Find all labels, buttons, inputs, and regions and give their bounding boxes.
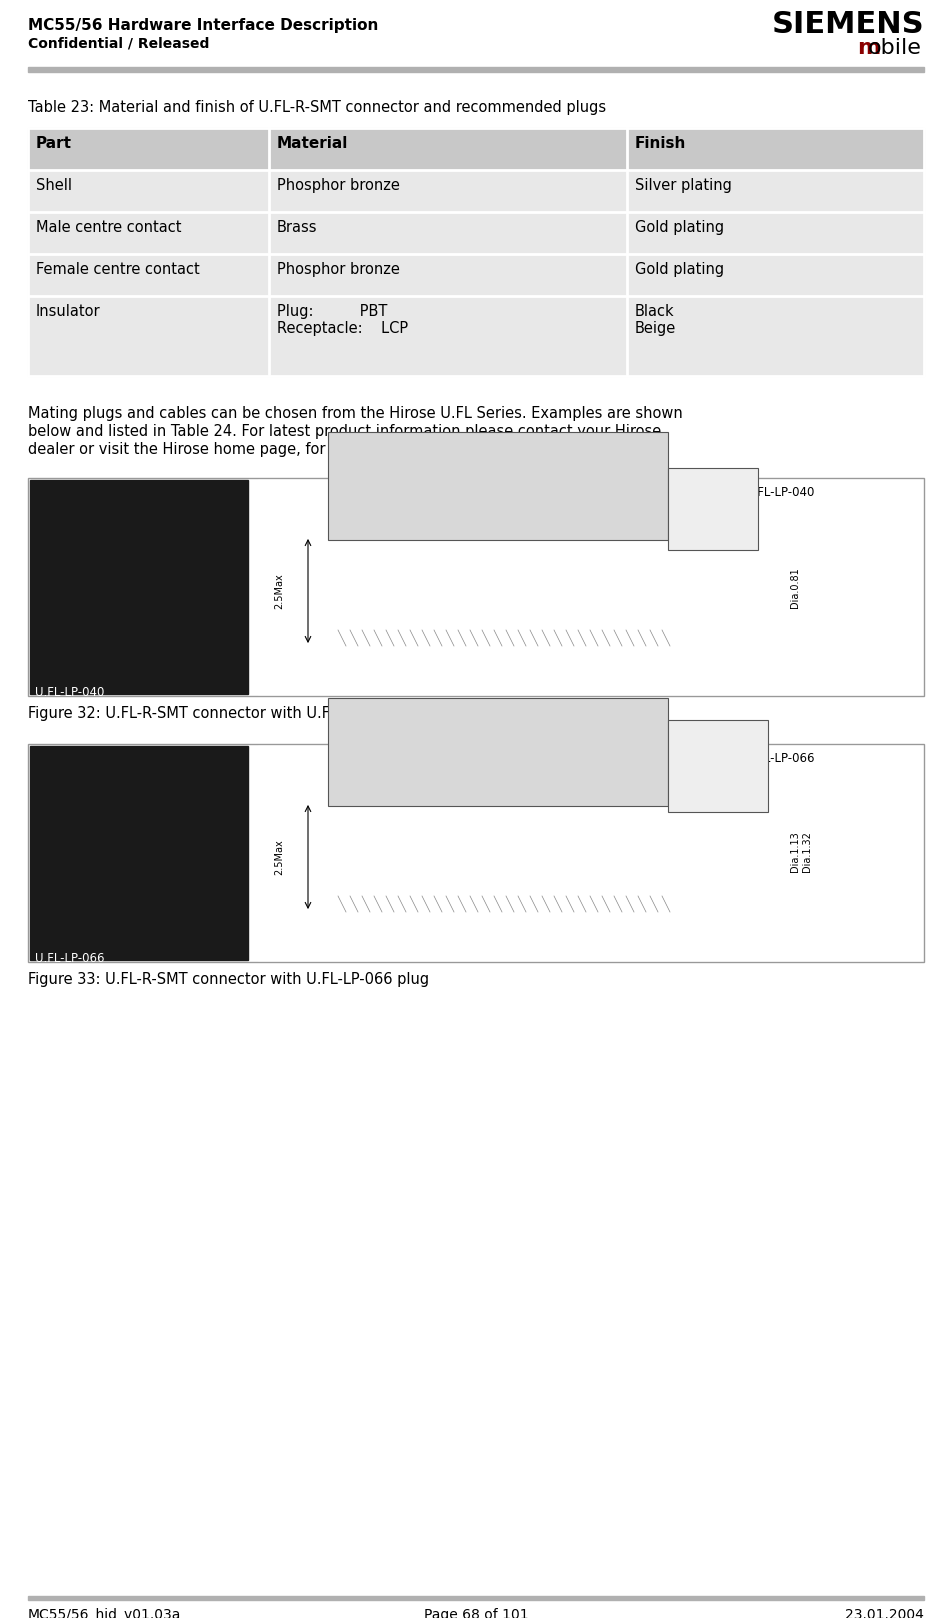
Bar bbox=[328, 432, 668, 540]
Text: Confidential / Released: Confidential / Released bbox=[28, 36, 209, 50]
Text: Gold plating: Gold plating bbox=[635, 262, 724, 277]
Text: Insulator: Insulator bbox=[36, 304, 101, 319]
Text: Gold plating: Gold plating bbox=[635, 220, 724, 235]
Text: U.FL-LP-040: U.FL-LP-040 bbox=[35, 686, 105, 699]
Text: Silver plating: Silver plating bbox=[635, 178, 732, 193]
Bar bbox=[28, 477, 924, 696]
Text: 2.5Max: 2.5Max bbox=[274, 840, 284, 875]
Text: Mating plugs and cables can be chosen from the Hirose U.FL Series. Examples are : Mating plugs and cables can be chosen fr… bbox=[28, 406, 683, 421]
Bar bbox=[328, 697, 668, 806]
Bar bbox=[668, 720, 768, 812]
Text: U.FL-R-SMT: U.FL-R-SMT bbox=[470, 485, 536, 498]
Text: .: . bbox=[461, 442, 466, 456]
Text: Part: Part bbox=[36, 136, 72, 150]
Text: MC55/56_hid_v01.03a: MC55/56_hid_v01.03a bbox=[28, 1608, 182, 1618]
Text: obile: obile bbox=[868, 37, 922, 58]
Text: 23.01.2004: 23.01.2004 bbox=[845, 1608, 924, 1618]
Text: MC55/56 Hardware Interface Description: MC55/56 Hardware Interface Description bbox=[28, 18, 378, 32]
Bar bbox=[28, 296, 924, 375]
Text: Brass: Brass bbox=[277, 220, 318, 235]
Text: Table 23: Material and finish of U.FL-R-SMT connector and recommended plugs: Table 23: Material and finish of U.FL-R-… bbox=[28, 100, 606, 115]
Bar bbox=[28, 66, 924, 71]
Bar bbox=[28, 170, 924, 212]
Text: U.FL-LP-040: U.FL-LP-040 bbox=[745, 485, 814, 498]
Text: Figure 33: U.FL-R-SMT connector with U.FL-LP-066 plug: Figure 33: U.FL-R-SMT connector with U.F… bbox=[28, 972, 429, 987]
Text: U.FL-LP-066: U.FL-LP-066 bbox=[745, 752, 815, 765]
Text: Figure 32: U.FL-R-SMT connector with U.FL-LP-040 plug: Figure 32: U.FL-R-SMT connector with U.F… bbox=[28, 705, 429, 722]
Text: Phosphor bronze: Phosphor bronze bbox=[277, 178, 400, 193]
Bar bbox=[30, 746, 248, 959]
Bar bbox=[258, 746, 920, 959]
Text: U.FL-LP-066: U.FL-LP-066 bbox=[35, 951, 105, 964]
Bar bbox=[28, 254, 924, 296]
Text: Material: Material bbox=[277, 136, 348, 150]
Text: Male centre contact: Male centre contact bbox=[36, 220, 182, 235]
Bar bbox=[668, 468, 758, 550]
Text: Female centre contact: Female centre contact bbox=[36, 262, 200, 277]
Bar bbox=[258, 481, 920, 694]
Text: Shell: Shell bbox=[36, 178, 72, 193]
Text: Black
Beige: Black Beige bbox=[635, 304, 676, 337]
Text: Dia.1.13
Dia.1.32: Dia.1.13 Dia.1.32 bbox=[790, 832, 812, 872]
Text: Dia.0.81: Dia.0.81 bbox=[790, 568, 800, 608]
Text: SIEMENS: SIEMENS bbox=[771, 10, 924, 39]
Text: 2.5Max: 2.5Max bbox=[274, 573, 284, 608]
Text: U.FL-R-SMT: U.FL-R-SMT bbox=[470, 752, 536, 765]
Text: m: m bbox=[857, 37, 881, 58]
Text: Phosphor bronze: Phosphor bronze bbox=[277, 262, 400, 277]
Text: dealer or visit the Hirose home page, for example: dealer or visit the Hirose home page, fo… bbox=[28, 442, 398, 456]
Bar bbox=[30, 481, 248, 694]
Text: Plug:          PBT
Receptacle:    LCP: Plug: PBT Receptacle: LCP bbox=[277, 304, 408, 337]
Text: Finish: Finish bbox=[635, 136, 686, 150]
Text: below and listed in Table 24. For latest product information please contact your: below and listed in Table 24. For latest… bbox=[28, 424, 662, 438]
Bar bbox=[28, 744, 924, 963]
Bar bbox=[28, 128, 924, 170]
Text: http://www.hirose.com: http://www.hirose.com bbox=[333, 442, 498, 456]
Bar bbox=[28, 1595, 924, 1600]
Text: Page 68 of 101: Page 68 of 101 bbox=[424, 1608, 528, 1618]
Bar bbox=[28, 212, 924, 254]
